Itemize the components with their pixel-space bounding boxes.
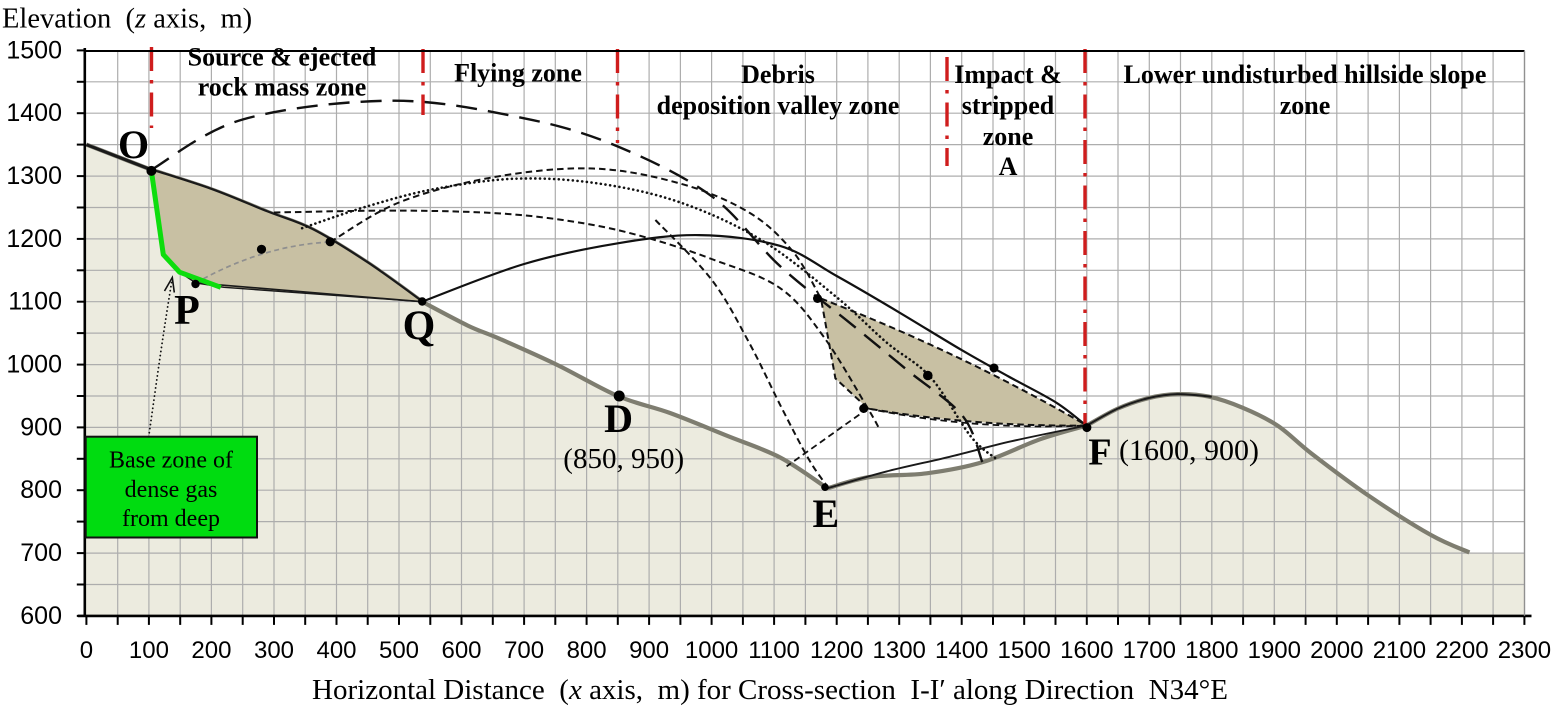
svg-text:1400: 1400 xyxy=(935,637,988,664)
svg-text:700: 700 xyxy=(504,637,544,664)
svg-text:1500: 1500 xyxy=(6,36,62,64)
svg-text:F: F xyxy=(1088,432,1111,474)
svg-text:Flying zone: Flying zone xyxy=(454,59,582,88)
svg-text:1400: 1400 xyxy=(6,99,62,127)
svg-text:Impact &: Impact & xyxy=(954,60,1062,89)
svg-text:Horizontal Distance (x axis,: Horizontal Distance (x axis, m) for Cros… xyxy=(312,674,1228,706)
svg-text:600: 600 xyxy=(441,637,481,664)
svg-text:900: 900 xyxy=(20,413,62,441)
svg-text:1100: 1100 xyxy=(748,637,800,664)
svg-text:900: 900 xyxy=(629,637,669,664)
svg-text:1700: 1700 xyxy=(1123,637,1176,664)
svg-text:stripped: stripped xyxy=(962,91,1055,120)
svg-text:Elevation (z axis, m): Elevation (z axis, m) xyxy=(2,4,252,35)
svg-text:Lower undisturbed hillside slo: Lower undisturbed hillside slope xyxy=(1124,60,1487,89)
svg-text:rock mass zone: rock mass zone xyxy=(198,73,367,102)
svg-text:2100: 2100 xyxy=(1373,637,1426,664)
svg-text:Source & ejected: Source & ejected xyxy=(188,43,377,72)
svg-text:2200: 2200 xyxy=(1435,637,1488,664)
svg-text:300: 300 xyxy=(254,637,294,664)
svg-text:1000: 1000 xyxy=(685,637,738,664)
svg-text:1900: 1900 xyxy=(1248,637,1301,664)
svg-text:800: 800 xyxy=(567,637,607,664)
svg-text:E: E xyxy=(813,491,840,536)
svg-text:Q: Q xyxy=(403,304,436,350)
svg-text:(1600, 900): (1600, 900) xyxy=(1119,434,1259,467)
svg-text:A: A xyxy=(999,152,1018,181)
svg-text:1200: 1200 xyxy=(810,637,863,664)
svg-text:Debris: Debris xyxy=(741,60,815,89)
svg-text:700: 700 xyxy=(20,539,62,567)
svg-text:O: O xyxy=(118,122,149,167)
svg-text:500: 500 xyxy=(379,637,419,664)
svg-text:1600: 1600 xyxy=(1060,637,1113,664)
svg-text:800: 800 xyxy=(20,476,62,504)
svg-text:1300: 1300 xyxy=(6,162,62,190)
svg-text:100: 100 xyxy=(129,637,169,664)
svg-text:(850, 950): (850, 950) xyxy=(563,443,684,475)
svg-text:1200: 1200 xyxy=(6,225,62,253)
svg-text:1500: 1500 xyxy=(998,637,1051,664)
svg-text:from deep: from deep xyxy=(122,506,220,532)
svg-text:1000: 1000 xyxy=(6,351,62,379)
svg-text:1300: 1300 xyxy=(873,637,926,664)
svg-text:dense gas: dense gas xyxy=(125,477,218,503)
svg-text:deposition valley zone: deposition valley zone xyxy=(657,91,900,120)
svg-text:200: 200 xyxy=(191,637,231,664)
svg-text:2000: 2000 xyxy=(1310,637,1363,664)
svg-text:zone: zone xyxy=(983,122,1034,151)
svg-text:Base zone of: Base zone of xyxy=(109,448,233,474)
svg-text:2300: 2300 xyxy=(1498,637,1551,664)
svg-text:1800: 1800 xyxy=(1185,637,1238,664)
svg-text:400: 400 xyxy=(316,637,356,664)
svg-text:600: 600 xyxy=(20,602,62,630)
svg-text:1100: 1100 xyxy=(8,288,62,316)
svg-text:D: D xyxy=(604,396,633,441)
svg-text:P: P xyxy=(174,288,200,334)
svg-text:0: 0 xyxy=(80,637,93,664)
svg-text:zone: zone xyxy=(1280,91,1331,120)
